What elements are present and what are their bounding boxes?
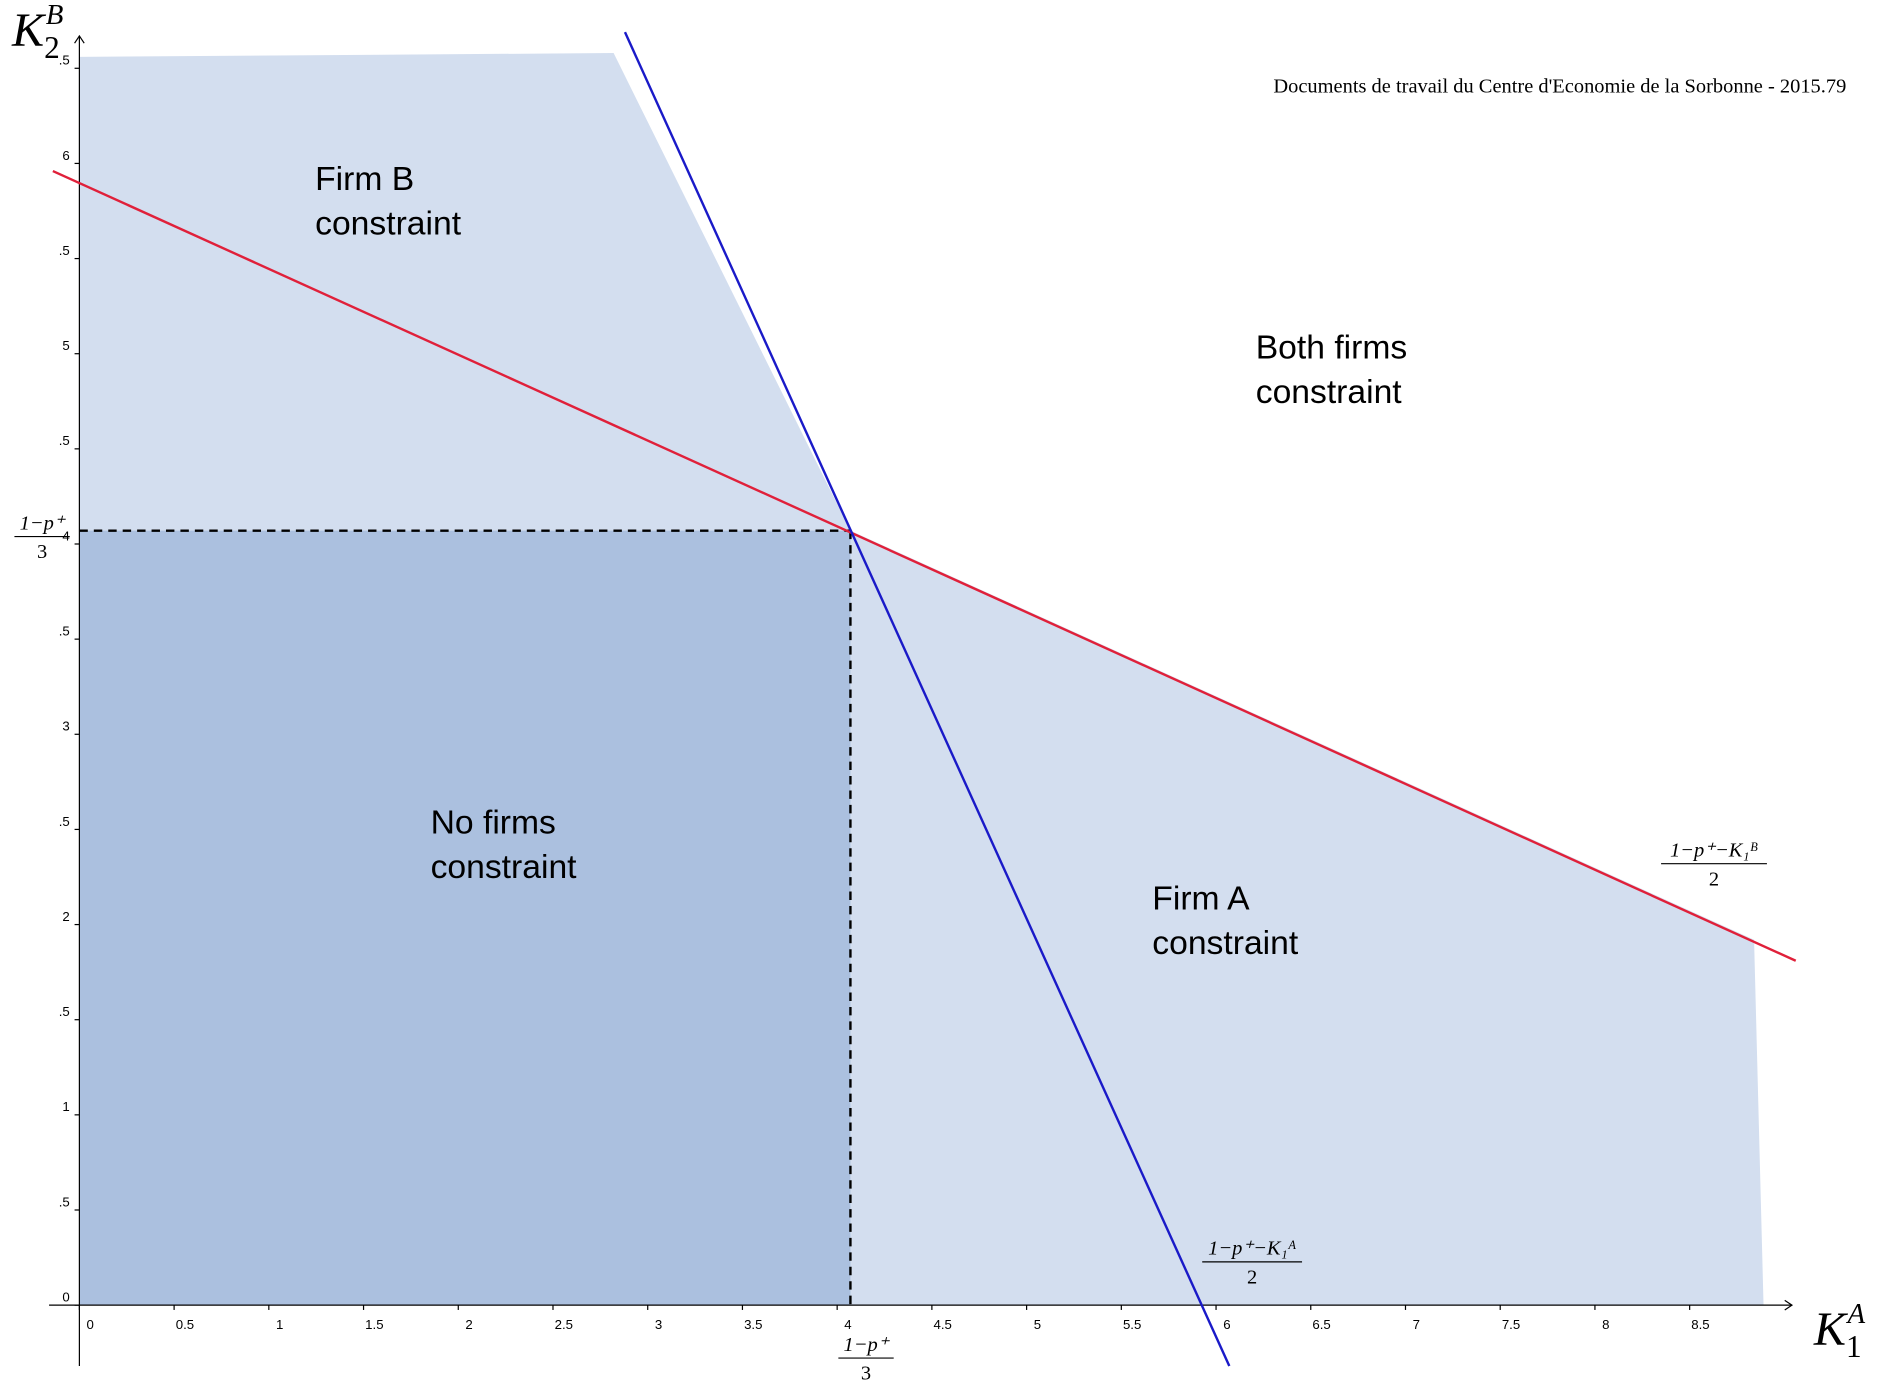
x-tick-label: 3	[655, 1317, 662, 1332]
y-tick-label: .5	[59, 1004, 70, 1019]
y-axis-arrow	[74, 34, 85, 44]
y-tick-label: 5	[62, 338, 69, 353]
axis-label: K2	[11, 4, 60, 65]
line	[623, 31, 1231, 1367]
region-label: Both firms	[1256, 330, 1407, 367]
region-label: constraint	[1152, 925, 1299, 962]
x-axis-arrow	[1784, 1299, 1794, 1311]
header: Documents de travail du Centre d'Economi…	[1273, 76, 1846, 98]
y-tick-label: .5	[59, 1194, 70, 1209]
y-tick-label: 4	[62, 528, 69, 543]
fraction-numerator: 1−p⁺−K₁ᴮ	[1670, 839, 1759, 861]
x-tick-label: 4	[844, 1317, 851, 1332]
y-tick-label: 2	[62, 909, 69, 924]
fraction-numerator: 1−p⁺	[20, 512, 67, 534]
axis-label-sub: 2	[44, 30, 60, 65]
x-tick-label: 2.5	[555, 1317, 573, 1332]
axis-label-base: K	[1813, 1303, 1849, 1356]
fraction-denominator: 3	[37, 541, 47, 563]
y-tick-label: .5	[59, 814, 70, 829]
y-tick-label: 3	[62, 719, 69, 734]
y-tick-label: .5	[59, 243, 70, 258]
x-tick-label: 2	[465, 1317, 472, 1332]
fraction-denominator: 2	[1247, 1266, 1257, 1288]
x-tick-label: 4.5	[934, 1317, 952, 1332]
y-tick-label: 0	[62, 1290, 69, 1305]
region-label: Firm A	[1152, 880, 1250, 917]
x-tick-label: 7.5	[1502, 1317, 1520, 1332]
x-tick-label: 8	[1602, 1317, 1609, 1332]
fraction-numerator: 1−p⁺	[844, 1334, 891, 1356]
region-label: Firm B	[315, 161, 414, 198]
x-tick-label: 1	[276, 1317, 283, 1332]
region-label: No firms	[431, 805, 556, 842]
inner-region	[79, 530, 851, 1306]
y-tick-label: .5	[59, 433, 70, 448]
x-tick-label: 0	[87, 1317, 94, 1332]
axis-label-sup: B	[46, 0, 64, 31]
fraction-denominator: 3	[861, 1363, 871, 1381]
x-tick-label: 5	[1034, 1317, 1041, 1332]
x-tick-label: 3.5	[744, 1317, 762, 1332]
axis-label: K1	[1813, 1303, 1862, 1364]
axis-label-base: K	[11, 4, 47, 57]
axis-label-sub: 1	[1846, 1329, 1862, 1364]
x-tick-label: 5.5	[1123, 1317, 1141, 1332]
axis-label-sup: A	[1846, 1298, 1866, 1330]
line	[52, 169, 1797, 962]
x-tick-label: 7	[1413, 1317, 1420, 1332]
y-tick-label: .5	[59, 624, 70, 639]
region-label: constraint	[1256, 374, 1403, 411]
region-label: constraint	[431, 849, 578, 886]
x-tick-label: 8.5	[1691, 1317, 1709, 1332]
y-tick-label: 6	[62, 148, 69, 163]
y-tick-label: .5	[59, 53, 70, 68]
y-tick-label: 1	[62, 1099, 69, 1114]
fraction-denominator: 2	[1709, 868, 1719, 890]
x-tick-label: 1.5	[365, 1317, 383, 1332]
x-tick-label: 6.5	[1312, 1317, 1330, 1332]
region-label: constraint	[315, 206, 462, 243]
x-tick-label: 0.5	[176, 1317, 194, 1332]
x-tick-label: 6	[1223, 1317, 1230, 1332]
fraction-numerator: 1−p⁺−K₁ᴬ	[1208, 1238, 1297, 1260]
